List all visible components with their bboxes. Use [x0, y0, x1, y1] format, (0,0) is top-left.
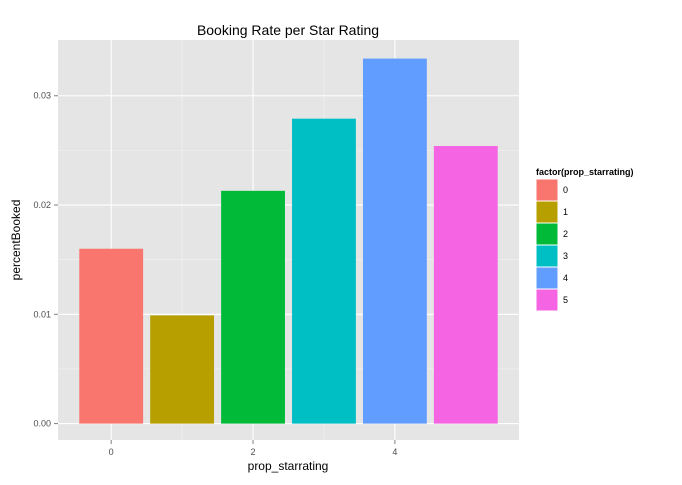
bar-5 [433, 146, 498, 424]
y-axis-title: percentBooked [9, 200, 23, 281]
x-axis-title: prop_starrating [248, 459, 329, 473]
x-tick-label: 4 [392, 447, 397, 457]
legend-label-3: 3 [563, 251, 568, 261]
x-axis-ticks: 0 2 4 [109, 440, 397, 457]
legend-title: factor(prop_starrating) [536, 167, 634, 177]
legend-label-0: 0 [563, 185, 568, 195]
y-tick-label: 0.00 [33, 419, 51, 429]
legend-swatch-4 [536, 267, 558, 289]
x-tick-label: 2 [251, 447, 256, 457]
legend-swatch-1 [536, 201, 558, 223]
legend-label-2: 2 [563, 229, 568, 239]
bar-3 [292, 118, 356, 424]
y-tick-label: 0.02 [33, 200, 51, 210]
legend-swatch-5 [536, 289, 558, 311]
legend-label-1: 1 [563, 207, 568, 217]
legend-label-5: 5 [563, 295, 568, 305]
bars [79, 58, 498, 424]
y-axis-ticks: 0.00 0.01 0.02 0.03 [33, 91, 58, 429]
legend-swatch-2 [536, 223, 558, 245]
legend-swatch-3 [536, 245, 558, 267]
legend: factor(prop_starrating) 0 1 2 3 4 5 [535, 167, 634, 312]
bar-0 [79, 248, 144, 424]
bar-4 [362, 58, 427, 424]
x-tick-label: 0 [109, 447, 114, 457]
y-tick-label: 0.03 [33, 91, 51, 101]
legend-label-4: 4 [563, 273, 568, 283]
bar-1 [150, 315, 215, 424]
chart-title: Booking Rate per Star Rating [197, 22, 379, 38]
bar-2 [221, 190, 285, 424]
legend-swatch-0 [536, 179, 558, 201]
y-tick-label: 0.01 [33, 309, 51, 319]
